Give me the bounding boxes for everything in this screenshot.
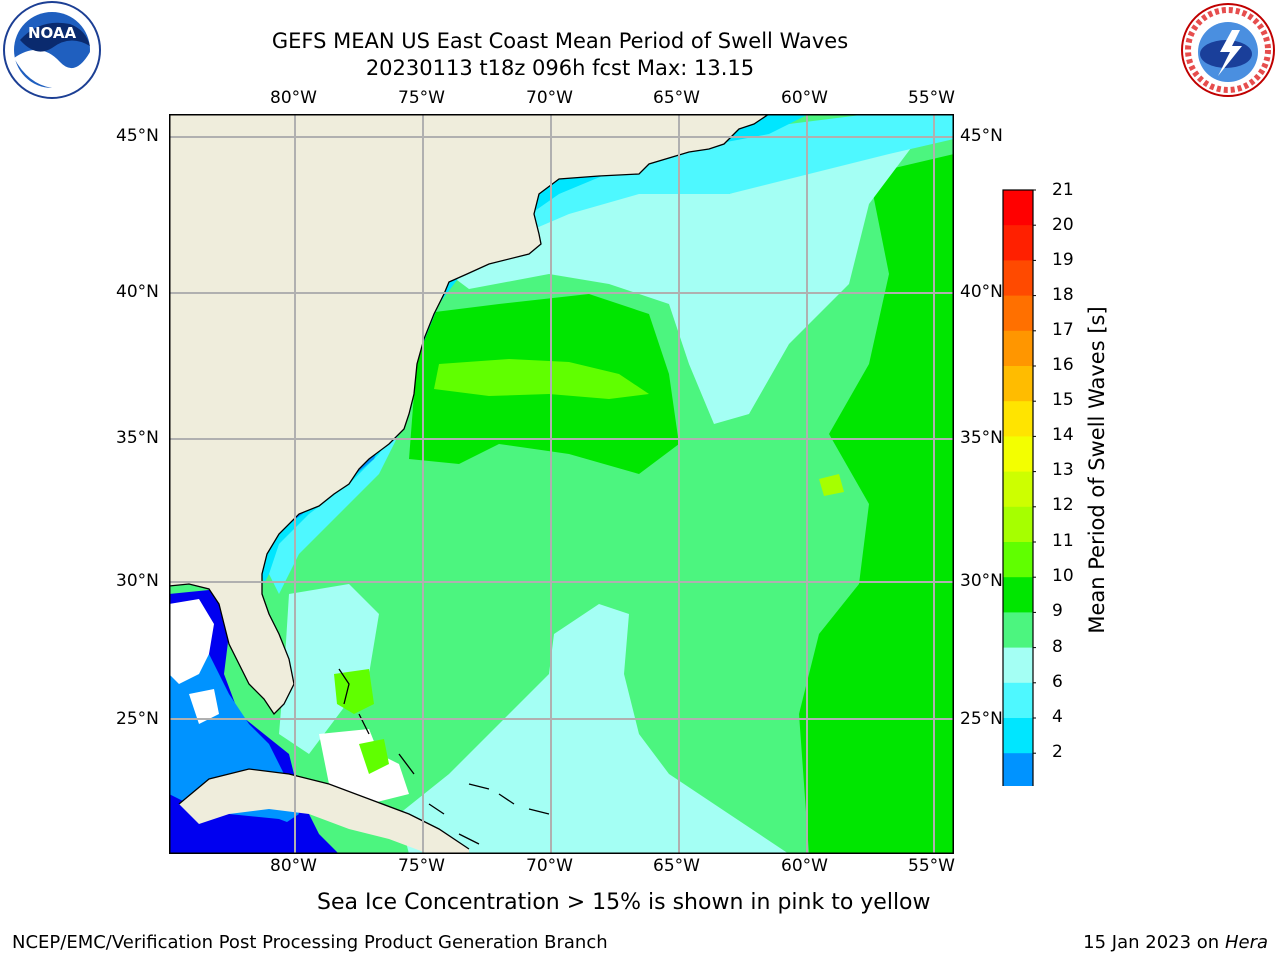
swell-band-12 [819, 474, 844, 496]
chart-subtitle: 20230113 t18z 096h fcst Max: 13.15 [365, 56, 755, 80]
swell-band-11-12 [434, 359, 649, 399]
colorbar-band [1003, 401, 1033, 437]
colorbar-band [1003, 225, 1033, 261]
lat-label-left: 35°N [116, 428, 159, 448]
land-cuba [179, 769, 469, 854]
colorbar-tick: 16 [1052, 355, 1074, 375]
lat-label-left: 30°N [116, 571, 159, 591]
swell-band-8-9-south [399, 604, 789, 854]
southeast-gulf-blue-patch [199, 814, 339, 854]
colorbar-band [1003, 542, 1033, 578]
colorbar [1000, 186, 1036, 816]
colorbar-tick: 2 [1052, 742, 1063, 762]
nws-logo [1176, 0, 1280, 100]
map-graticule [169, 114, 954, 854]
colorbar-tick: 9 [1052, 601, 1063, 621]
footer-date-text: 15 Jan 2023 on [1083, 932, 1225, 953]
colorbar-band [1003, 366, 1033, 402]
swell-band-10-11-east [799, 154, 954, 854]
lon-label-top: 65°W [653, 88, 700, 108]
lat-label-right: 30°N [960, 571, 1003, 591]
lon-label-top: 60°W [781, 88, 828, 108]
gulf-white-area [169, 599, 409, 804]
coastline-islands [338, 668, 550, 845]
colorbar-band [1003, 647, 1033, 684]
colorbar-tick: 21 [1052, 180, 1074, 200]
colorbar-band [1003, 330, 1033, 367]
colorbar-band [1003, 471, 1033, 508]
lat-label-right: 35°N [960, 428, 1003, 448]
colorbar-title-text: Mean Period of Swell Waves [s] [1085, 306, 1109, 634]
lon-label-top: 80°W [270, 88, 317, 108]
colorbar-band [1003, 295, 1033, 332]
noaa-logo-text: NOAA [28, 24, 77, 42]
colorbar-tick: 19 [1052, 250, 1074, 270]
coastline-north-america [169, 114, 770, 716]
colorbar-band [1003, 718, 1033, 754]
colorbar-tick: 15 [1052, 390, 1074, 410]
lon-label-bottom: 60°W [781, 856, 828, 876]
bahamas-green-patch [334, 669, 389, 774]
lon-label-bottom: 75°W [398, 856, 445, 876]
lon-label-top: 55°W [908, 88, 955, 108]
colorbar-band [1003, 190, 1033, 226]
lon-label-bottom: 55°W [908, 856, 955, 876]
lat-label-right: 25°N [960, 709, 1003, 729]
colorbar-band [1003, 577, 1033, 613]
coastline-cuba [178, 768, 470, 850]
colorbar-band [1003, 506, 1033, 543]
lon-label-top: 75°W [398, 88, 445, 108]
lat-label-right: 45°N [960, 126, 1003, 146]
footer-host: Hera [1224, 932, 1268, 953]
noaa-logo: NOAA [0, 0, 104, 100]
colorbar-tick: 8 [1052, 637, 1063, 657]
colorbar-tick: 6 [1052, 672, 1063, 692]
colorbar-band [1003, 260, 1033, 297]
footer-date: 15 Jan 2023 on Hera [1083, 932, 1268, 953]
lat-label-right: 40°N [960, 282, 1003, 302]
chart-title: GEFS MEAN US East Coast Mean Period of S… [271, 29, 849, 53]
colorbar-tick: 12 [1052, 495, 1074, 515]
lon-label-top: 70°W [526, 88, 573, 108]
lon-label-bottom: 80°W [270, 856, 317, 876]
colorbar-band [1003, 682, 1033, 719]
sea-ice-note: Sea Ice Concentration > 15% is shown in … [317, 890, 931, 915]
colorbar-tick: 10 [1052, 566, 1074, 586]
colorbar-band [1003, 436, 1033, 473]
lon-label-bottom: 65°W [653, 856, 700, 876]
colorbar-band [1003, 612, 1033, 649]
land-north-america [169, 114, 769, 714]
colorbar-tick: 11 [1052, 531, 1074, 551]
colorbar-tick: 13 [1052, 460, 1074, 480]
footer-producer: NCEP/EMC/Verification Post Processing Pr… [12, 932, 608, 953]
colorbar-tick: 18 [1052, 285, 1074, 305]
lat-label-left: 45°N [116, 126, 159, 146]
map-panel [169, 114, 954, 854]
lat-label-left: 25°N [116, 709, 159, 729]
colorbar-tick: 4 [1052, 707, 1063, 727]
colorbar-band [1003, 753, 1033, 789]
colorbar-tick: 14 [1052, 425, 1074, 445]
swell-band-8-9-florida [279, 584, 379, 754]
lat-label-left: 40°N [116, 282, 159, 302]
colorbar-tick: 17 [1052, 320, 1074, 340]
lon-label-bottom: 70°W [526, 856, 573, 876]
colorbar-tick: 20 [1052, 215, 1074, 235]
